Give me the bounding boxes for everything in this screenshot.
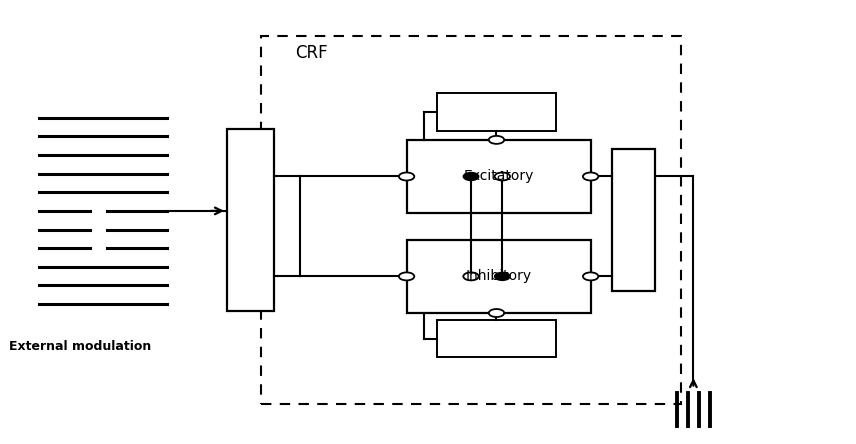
Circle shape — [583, 273, 598, 281]
Bar — [612, 149, 655, 291]
Circle shape — [489, 136, 504, 144]
Circle shape — [399, 173, 414, 180]
Circle shape — [583, 173, 598, 180]
Circle shape — [463, 173, 479, 180]
Bar — [437, 93, 556, 131]
Bar — [227, 129, 274, 311]
Bar — [407, 240, 591, 313]
Circle shape — [489, 309, 504, 317]
Text: External modulation: External modulation — [9, 340, 151, 353]
Text: Inhibitory: Inhibitory — [466, 270, 532, 283]
Circle shape — [463, 273, 479, 281]
Circle shape — [495, 273, 510, 281]
Circle shape — [495, 173, 510, 180]
Text: Excitatory: Excitatory — [463, 170, 534, 183]
Bar — [261, 36, 681, 404]
Circle shape — [399, 273, 414, 281]
Text: CRF: CRF — [295, 44, 328, 63]
Bar — [407, 140, 591, 213]
Bar — [437, 320, 556, 357]
